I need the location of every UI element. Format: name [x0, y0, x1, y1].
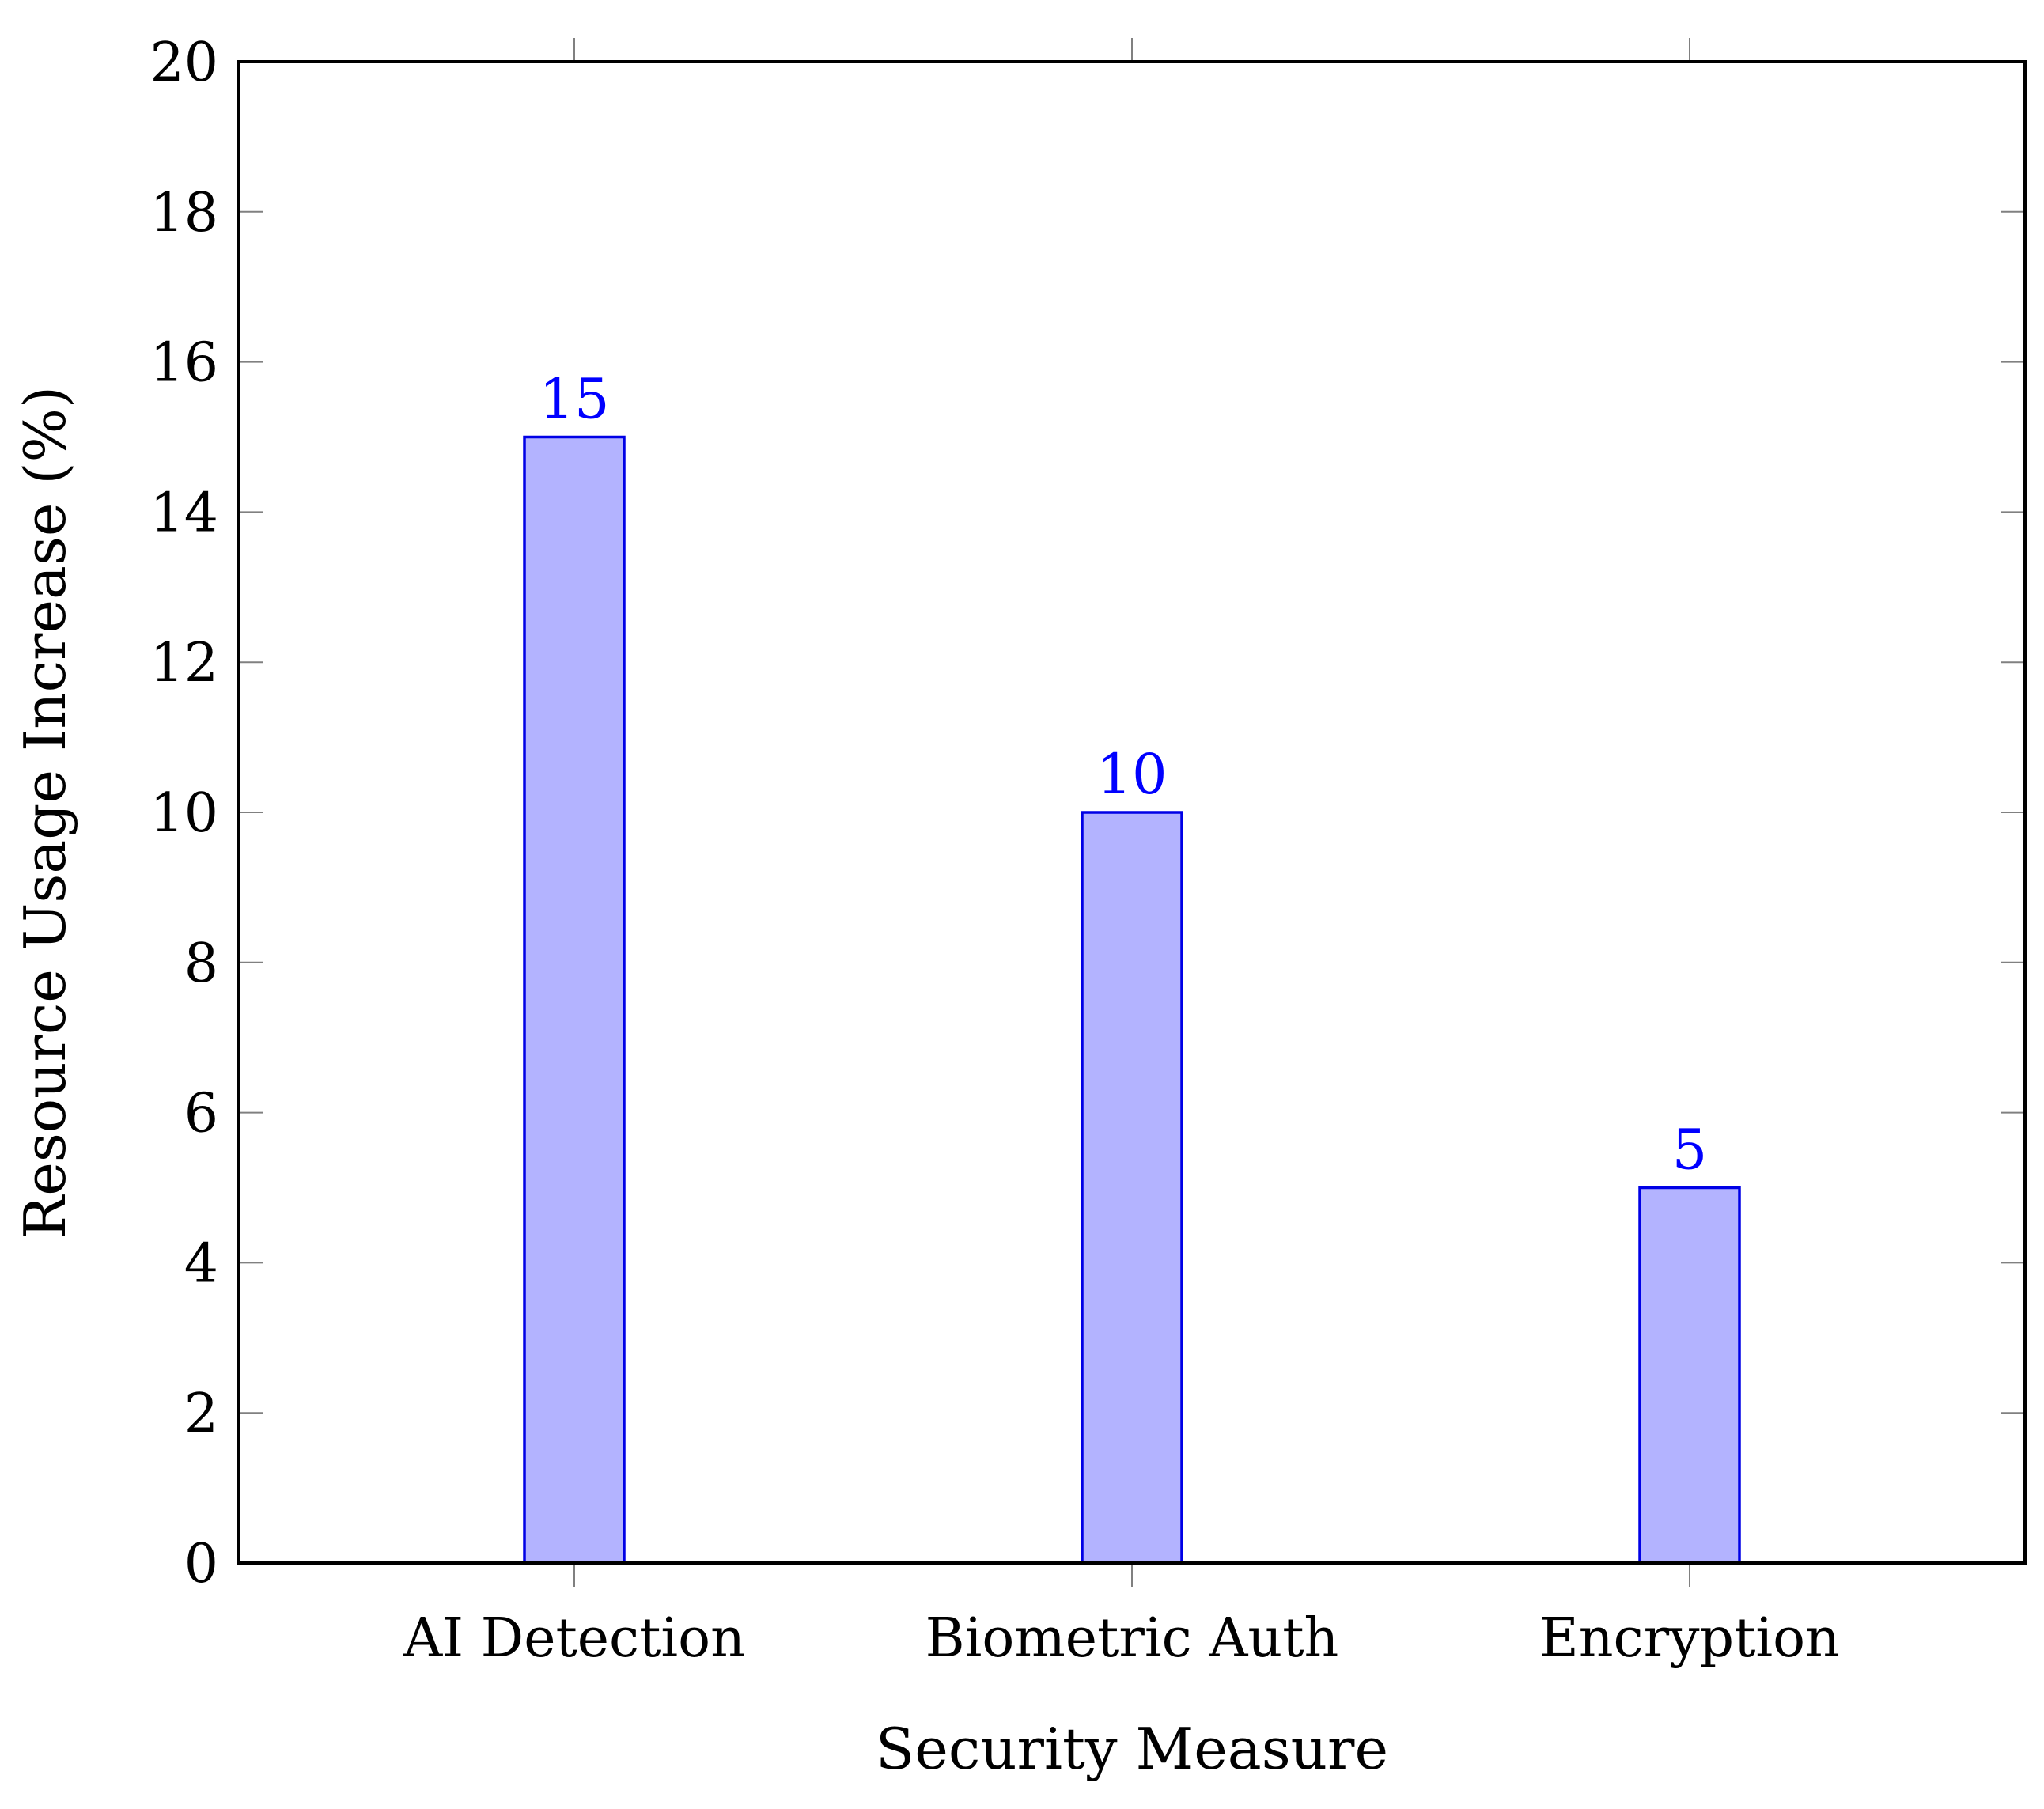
y-tick-label: 20: [150, 32, 218, 94]
data-label: 5: [1672, 1118, 1708, 1183]
y-tick-label: 4: [184, 1232, 218, 1295]
data-label: 10: [1096, 742, 1167, 807]
x-tick-label: AI Detection: [403, 1607, 745, 1670]
data-labels: 15 10 5: [539, 367, 1707, 1183]
data-label: 15: [539, 367, 609, 432]
y-tick-label: 18: [150, 182, 218, 244]
x-tick-label: Encryption: [1539, 1607, 1840, 1670]
bars: [523, 435, 1741, 1565]
y-tick-labels: 0 2 4 6 8 10 12 14 16 18 20: [150, 32, 218, 1595]
x-tick-labels: AI Detection Biometric Auth Encryption: [403, 1607, 1840, 1670]
plot-frame: [237, 60, 2027, 1565]
x-axis-label: Security Measure: [876, 1716, 1388, 1782]
bar-biometric-auth: [1081, 811, 1183, 1565]
bar-encryption: [1638, 1186, 1741, 1565]
y-tick-label: 16: [150, 332, 218, 395]
y-tick-label: 6: [184, 1083, 218, 1145]
y-tick-label: 14: [150, 482, 218, 544]
y-tick-label: 10: [150, 782, 218, 845]
y-tick-label: 8: [184, 933, 218, 995]
y-tick-label: 2: [184, 1383, 218, 1445]
x-tick-label: Biometric Auth: [925, 1607, 1339, 1670]
bar-ai-detection: [523, 435, 626, 1565]
y-tick-label: 0: [184, 1533, 218, 1595]
y-axis-label: Resource Usage Increase (%): [12, 386, 78, 1239]
y-tick-label: 12: [150, 632, 218, 694]
